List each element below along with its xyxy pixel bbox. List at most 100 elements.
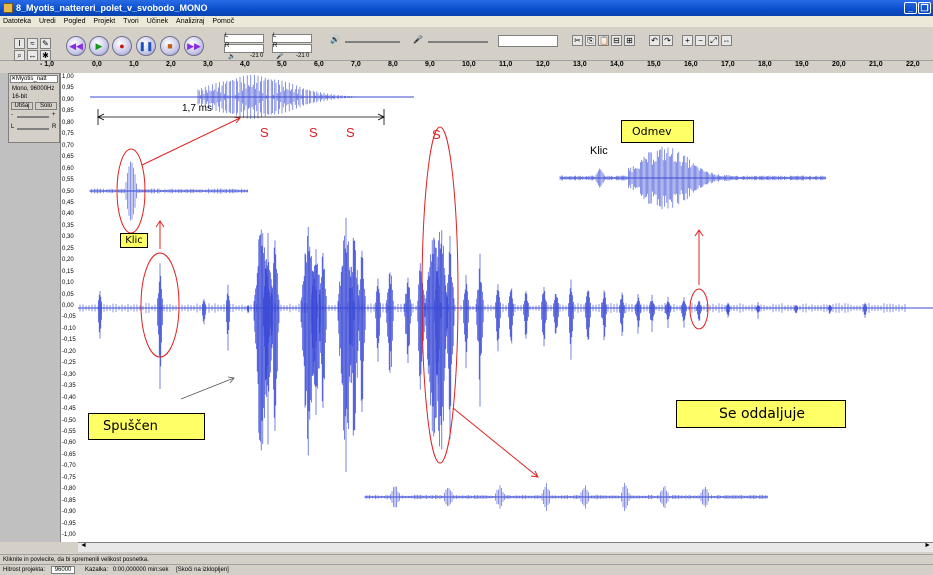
paste-icon[interactable]: 📋 [598, 35, 609, 46]
restore-button[interactable]: ❐ [918, 2, 931, 14]
select-tool-icon[interactable]: I [14, 38, 25, 49]
s-mark: S [260, 125, 269, 140]
fit-project-icon[interactable]: ⇔ [721, 35, 732, 46]
amplitude-tick: 0,95 [62, 85, 74, 92]
input-volume-slider[interactable] [428, 41, 488, 43]
app-icon [3, 3, 13, 13]
menu-project[interactable]: Projekt [93, 18, 116, 25]
speaker-icon: 🔈 [228, 54, 236, 60]
zoom-out-icon[interactable]: − [695, 35, 706, 46]
trim-icon[interactable]: ⊟ [611, 35, 622, 46]
meter-label-r: R [225, 43, 230, 49]
ruler-tick: 16,0 [684, 61, 698, 68]
pan-slider[interactable] [17, 128, 49, 130]
meter-zero-2: 0 [306, 53, 310, 59]
amplitude-tick: 0,60 [62, 165, 74, 172]
draw-tool-icon[interactable]: ✎ [40, 38, 51, 49]
menu-analyze[interactable]: Analiziraj [176, 18, 205, 25]
track-control-panel: ✕Myotis_natt Mono, 96000Hz 16-bit Utišaj… [8, 73, 60, 143]
record-button[interactable]: ● [112, 36, 132, 56]
ruler-tick: 4,0 [240, 61, 250, 68]
zoom-in-icon[interactable]: + [682, 35, 693, 46]
menu-effect[interactable]: Učinek [146, 18, 169, 25]
solo-button[interactable]: Solo [35, 102, 57, 110]
snap-status[interactable]: [Skoči na izklopljen] [176, 567, 229, 573]
inset-waveform-top [90, 75, 414, 119]
mute-button[interactable]: Utišaj [11, 102, 33, 110]
horizontal-scrollbar[interactable]: ◄ ► [78, 542, 933, 552]
amplitude-tick: -0,05 [62, 314, 76, 321]
redo-icon[interactable]: ↷ [662, 35, 673, 46]
menu-generate[interactable]: Tvori [123, 18, 139, 25]
gain-slider[interactable] [17, 116, 49, 118]
fit-selection-icon[interactable]: ⤢ [708, 35, 719, 46]
scroll-right-icon[interactable]: ► [924, 542, 931, 549]
waveform-svg [78, 75, 933, 512]
track-close-icon[interactable]: ✕ [11, 76, 17, 82]
amplitude-tick: -0,90 [62, 509, 76, 516]
timeshift-tool-icon[interactable]: ↔ [27, 50, 38, 61]
zoom-tool-icon[interactable]: ⌕ [14, 50, 25, 61]
playback-meter-right [224, 44, 264, 53]
ruler-tick: 0,0 [92, 61, 102, 68]
amplitude-tick: 0,25 [62, 245, 74, 252]
menu-edit[interactable]: Uredi [38, 18, 56, 25]
menu-bar: Datoteka Uredi Pogled Projekt Tvori Učin… [0, 16, 933, 27]
ruler-tick: 6,0 [314, 61, 324, 68]
s-ellipse [421, 126, 459, 464]
output-volume-icon: 🔊 [330, 35, 340, 44]
undo-icon[interactable]: ↶ [649, 35, 660, 46]
ruler-tick: 15,0 [647, 61, 661, 68]
menu-help[interactable]: Pomoč [212, 18, 235, 25]
amplitude-tick: 0,70 [62, 142, 74, 149]
menu-view[interactable]: Pogled [63, 18, 86, 25]
amplitude-tick: -0,20 [62, 348, 76, 355]
skip-start-button[interactable]: ◀◀ [66, 36, 86, 56]
ruler-tick: 7,0 [351, 61, 361, 68]
skip-end-button[interactable]: ▶▶ [184, 36, 204, 56]
stop-button[interactable]: ■ [160, 36, 180, 56]
envelope-tool-icon[interactable]: ≈ [27, 38, 38, 49]
track-panel [0, 73, 63, 542]
scroll-left-icon[interactable]: ◄ [80, 542, 87, 549]
amplitude-tick: -1,00 [62, 532, 76, 538]
track-format: Mono, 96000Hz [12, 86, 55, 92]
spuscen-pointer [180, 377, 235, 400]
input-source-select[interactable] [498, 35, 558, 47]
input-volume-icon: 🎤 [413, 35, 423, 44]
ruler-tick: 12,0 [536, 61, 550, 68]
pause-button[interactable]: ❚❚ [136, 36, 156, 56]
ruler-tick: 9,0 [425, 61, 435, 68]
amplitude-tick: -0,70 [62, 463, 76, 470]
play-button[interactable]: ▶ [89, 36, 109, 56]
amplitude-tick: 0,30 [62, 234, 74, 241]
amplitude-tick: -0,65 [62, 451, 76, 458]
ruler-tick: 5,0 [277, 61, 287, 68]
project-rate-input[interactable]: 96000 [50, 566, 76, 574]
klic-ellipse [140, 252, 180, 358]
output-volume-slider[interactable] [345, 41, 400, 43]
minimize-button[interactable]: _ [904, 2, 917, 14]
arrowhead [227, 376, 235, 384]
menu-file[interactable]: Datoteka [3, 18, 32, 25]
ruler-tick: 11,0 [499, 61, 513, 68]
ruler-tick: 22,0 [906, 61, 920, 68]
silence-icon[interactable]: ⊞ [624, 35, 635, 46]
amplitude-tick: 0,00 [62, 303, 74, 309]
amplitude-tick: 0,05 [62, 291, 74, 298]
amplitude-tick: -0,40 [62, 394, 76, 401]
waveform-area[interactable]: 1,7 ms S S S S Klic Klic Odmev Spuščen S… [78, 73, 933, 542]
arrow-to-bottom-inset [452, 407, 539, 478]
copy-icon[interactable]: ⎘ [585, 35, 596, 46]
arrowhead [155, 220, 165, 228]
cut-icon[interactable]: ✂ [572, 35, 583, 46]
inset-waveform-odmev [559, 146, 826, 210]
ruler-tick: 13,0 [573, 61, 587, 68]
duration-label: 1,7 ms [182, 103, 213, 114]
multi-tool-icon[interactable]: ✱ [40, 50, 51, 61]
track-name-dropdown[interactable]: ✕Myotis_natt [10, 75, 58, 83]
amplitude-tick: -0,15 [62, 337, 76, 344]
status-hint-bar: Kliknite in povlecite, da bi spremenili … [0, 554, 933, 565]
se-oddaljuje-callout: Se oddaljuje [676, 400, 846, 428]
amplitude-tick: 0,55 [62, 177, 74, 184]
